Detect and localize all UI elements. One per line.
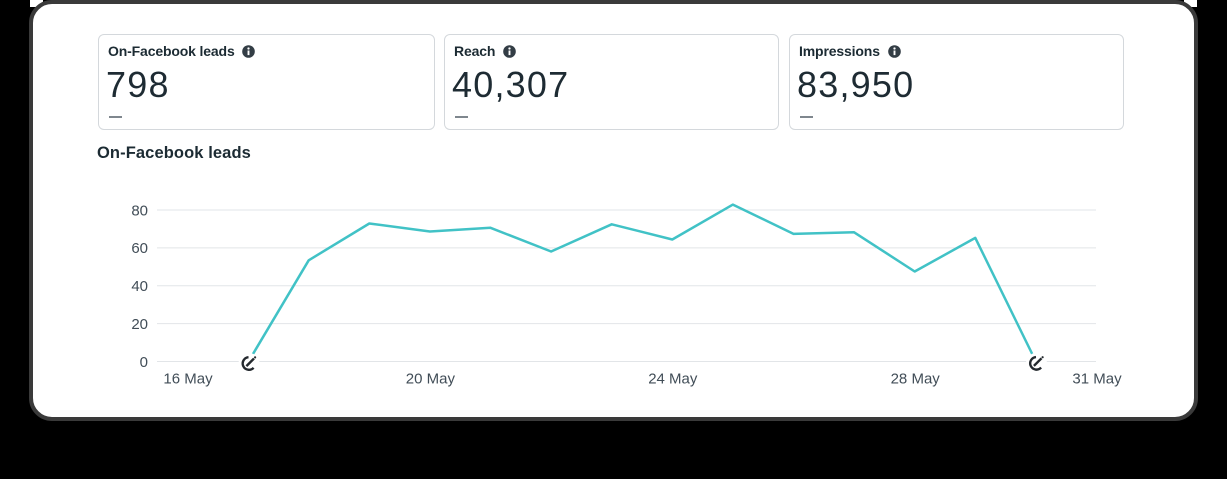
svg-text:28 May: 28 May	[891, 371, 941, 388]
svg-text:40: 40	[131, 278, 148, 295]
svg-text:80: 80	[131, 202, 148, 219]
svg-text:60: 60	[131, 240, 148, 257]
svg-text:31 May: 31 May	[1072, 371, 1122, 388]
svg-text:20: 20	[131, 316, 148, 333]
svg-text:20 May: 20 May	[406, 371, 456, 388]
svg-text:16 May: 16 May	[163, 371, 213, 388]
svg-text:0: 0	[140, 354, 148, 371]
svg-text:24 May: 24 May	[648, 371, 698, 388]
